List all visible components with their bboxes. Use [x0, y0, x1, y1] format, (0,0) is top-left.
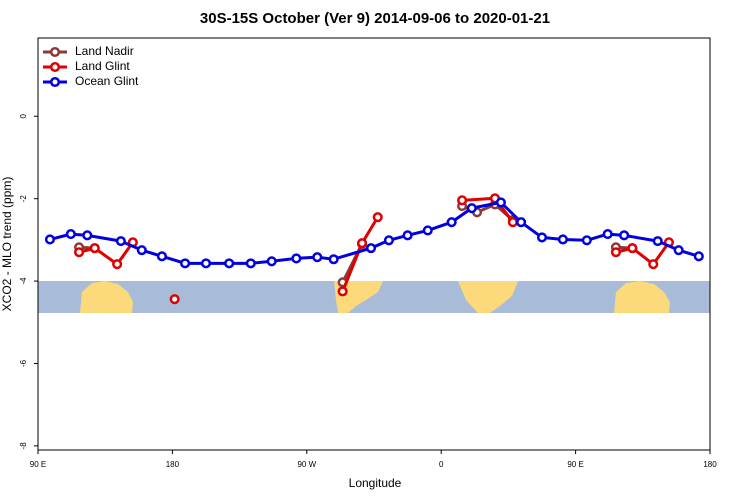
legend-label: Land Nadir [75, 44, 134, 58]
point [65, 229, 76, 240]
point [610, 247, 621, 258]
point [495, 197, 506, 208]
x-tick-label: 180 [703, 460, 717, 469]
point [536, 232, 548, 243]
x-tick-label: 0 [439, 460, 444, 469]
point [516, 217, 527, 228]
y-axis-label: XCO2 - MLO trend (ppm) [0, 177, 14, 312]
point [402, 230, 413, 241]
point [200, 258, 212, 269]
land [458, 281, 518, 313]
point [627, 243, 638, 254]
point [312, 252, 323, 263]
point [74, 247, 85, 258]
point [693, 251, 704, 262]
point [245, 258, 256, 269]
legend-marker [49, 61, 61, 73]
point [224, 258, 235, 269]
map-band [38, 281, 710, 313]
point [557, 234, 568, 245]
point [365, 243, 377, 254]
legend-label: Ocean Glint [75, 74, 139, 88]
y-tick-label: -4 [19, 277, 28, 285]
point [581, 235, 592, 246]
point [652, 236, 663, 247]
point [156, 251, 167, 262]
point [169, 294, 180, 305]
point [673, 245, 684, 256]
point [446, 217, 457, 228]
point [136, 245, 147, 256]
point [112, 259, 123, 270]
x-axis-label: Longitude [349, 476, 402, 490]
x-tick-label: 180 [166, 460, 180, 469]
point [507, 217, 518, 228]
point [602, 229, 613, 240]
point [422, 225, 433, 236]
point [328, 254, 339, 265]
point [357, 238, 368, 249]
point [266, 256, 277, 267]
land [80, 281, 133, 313]
point [337, 286, 348, 297]
land [614, 281, 670, 313]
x-tick-label: 90 E [567, 460, 583, 469]
point [89, 243, 100, 254]
legend-marker [49, 46, 61, 58]
series-line [78, 202, 633, 283]
point [457, 195, 468, 206]
point [648, 259, 659, 270]
point [82, 230, 93, 241]
chart-title: 30S-15S October (Ver 9) 2014-09-06 to 20… [200, 10, 550, 27]
point [44, 234, 55, 245]
y-tick-label: -6 [19, 359, 28, 367]
point [115, 236, 126, 247]
point [291, 253, 302, 264]
y-tick-label: -2 [19, 195, 28, 203]
legend-label: Land Glint [75, 59, 130, 73]
x-tick-label: 90 W [297, 460, 316, 469]
plot-frame [37, 37, 711, 451]
series-line [49, 200, 700, 265]
point [383, 235, 394, 246]
point [466, 203, 477, 214]
y-tick-label: 0 [19, 114, 28, 119]
point [619, 230, 630, 241]
point [180, 258, 191, 269]
x-tick-label: 90 E [30, 460, 46, 469]
legend-marker [49, 76, 61, 88]
y-tick-label: -8 [19, 442, 28, 450]
point [372, 212, 383, 223]
